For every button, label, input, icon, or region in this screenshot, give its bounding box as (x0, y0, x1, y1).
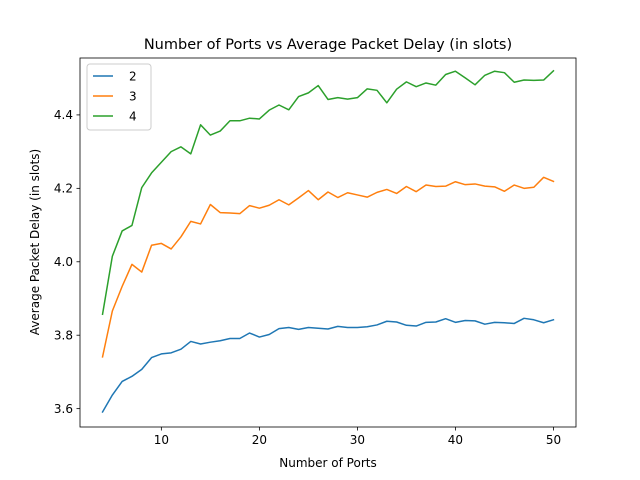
legend-label-4: 4 (129, 109, 137, 123)
legend: 2 3 4 (86, 63, 152, 131)
legend-frame (86, 63, 152, 131)
x-axis-ticks: 10 20 30 40 50 (154, 427, 561, 447)
y-tick-label: 4.0 (54, 255, 73, 269)
y-tick-label: 3.8 (54, 329, 73, 343)
chart-title: Number of Ports vs Average Packet Delay … (144, 37, 512, 53)
y-tick-label: 3.6 (54, 402, 73, 416)
y-axis-ticks: 3.6 3.8 4.0 4.2 4.4 (54, 108, 80, 416)
series-line-4 (101, 69, 555, 316)
plot-lines (101, 69, 555, 413)
y-tick-label: 4.4 (54, 108, 73, 122)
series-line-2 (101, 317, 555, 413)
x-axis-label: Number of Ports (279, 456, 376, 470)
x-tick-label: 10 (154, 433, 169, 447)
y-tick-label: 4.2 (54, 182, 73, 196)
legend-label-3: 3 (129, 89, 137, 103)
plot-frame (79, 57, 577, 428)
legend-label-2: 2 (129, 69, 137, 83)
x-tick-label: 30 (350, 433, 365, 447)
x-tick-label: 20 (252, 433, 267, 447)
series-line-3 (101, 176, 555, 358)
x-tick-label: 50 (546, 433, 561, 447)
y-axis-label: Average Packet Delay (in slots) (28, 149, 42, 335)
x-tick-label: 40 (448, 433, 463, 447)
